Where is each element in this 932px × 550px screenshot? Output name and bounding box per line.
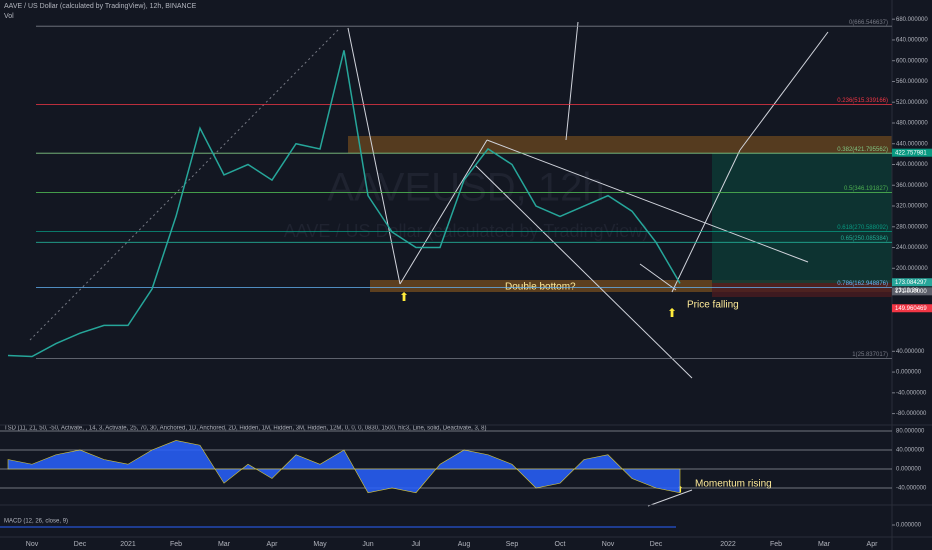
x-tick-label: Sep	[506, 541, 519, 548]
y-tick-label: 440.000000	[896, 141, 928, 147]
x-tick-label: Apr	[867, 541, 879, 548]
y-tick-label: 680.000000	[896, 17, 928, 23]
y-tick-label: 600.000000	[896, 58, 928, 64]
x-tick-label: Feb	[770, 541, 782, 548]
price-tag	[892, 278, 932, 287]
resistance-zone	[348, 136, 892, 153]
x-tick-label: Mar	[818, 541, 831, 548]
x-tick-label: Feb	[170, 541, 182, 548]
macd-title: MACD (12, 26, close, 9)	[4, 519, 68, 525]
price-line	[7, 50, 681, 358]
x-tick-label: Mar	[218, 541, 231, 548]
x-tick-label: Aug	[458, 541, 471, 548]
volume-label: Vol	[4, 13, 14, 20]
y-tick-label: 40.000000	[896, 349, 925, 355]
fib-label: 0.382(421.795562)	[837, 147, 888, 153]
watermark-name: AAVE / US Dollar (calculated by TradingV…	[284, 221, 649, 241]
chart-header: AAVE / US Dollar (calculated by TradingV…	[4, 3, 197, 10]
y-tick-label: 200.000000	[896, 266, 928, 272]
annotation: Price falling	[687, 300, 739, 311]
long-stop	[712, 283, 892, 297]
y-tick-label: 40.000000	[896, 448, 925, 454]
fib-label: 0.786(162.948876)	[837, 281, 888, 287]
dotted-trend	[29, 27, 341, 341]
x-tick-label: Nov	[602, 541, 615, 548]
x-tick-label: 2021	[120, 541, 136, 548]
price-tag	[892, 287, 932, 296]
fib-label: 1(25.837017)	[852, 352, 888, 358]
y-tick-label: 0.000000	[896, 467, 922, 473]
countdown: 23:12:36	[895, 288, 919, 294]
y-tick-label: 640.000000	[896, 38, 928, 44]
trend-lines	[347, 21, 829, 507]
price-tag-label: 171.000000	[895, 289, 927, 295]
price-tag	[892, 148, 932, 157]
fib-label: 0.618(270.588092)	[837, 225, 888, 231]
y-tick-label: 560.000000	[896, 79, 928, 85]
fib-label: 0.65(250.085384)	[841, 236, 888, 242]
y-tick-label: 480.000000	[896, 121, 928, 127]
x-tick-label: Dec	[74, 541, 87, 548]
price-tag-label: 173.084297	[895, 280, 927, 286]
y-tick-label: 80.000000	[896, 429, 925, 435]
fib-label: 0.236(515.339166)	[837, 98, 888, 104]
tsd-title: TSD (11, 21, 50, -50, Activate, , 14, 3,…	[4, 426, 487, 432]
x-tick-label: Oct	[555, 541, 566, 548]
y-tick-label: 0.000000	[896, 523, 922, 529]
price-tag	[892, 304, 932, 313]
y-tick-label: 400.000000	[896, 162, 928, 168]
x-tick-label: Nov	[26, 541, 39, 548]
y-tick-label: 280.000000	[896, 224, 928, 230]
arrow-up: ⬆	[667, 306, 677, 320]
x-tick-label: Dec	[650, 541, 663, 548]
y-tick-label: 0.000000	[896, 370, 922, 376]
fib-label: 0(666.546637)	[849, 20, 888, 26]
x-tick-label: Apr	[267, 541, 279, 548]
x-tick-label: Jul	[412, 541, 421, 548]
y-tick-label: -80.000000	[896, 411, 927, 417]
y-tick-label: 320.000000	[896, 204, 928, 210]
price-tag-label: 422.757981	[895, 150, 927, 156]
long-target	[712, 153, 892, 283]
x-tick-label: Jun	[362, 541, 373, 548]
x-tick-label: 2022	[720, 541, 736, 548]
y-tick-label: 240.000000	[896, 245, 928, 251]
watermark-symbol: AAVEUSD, 12h	[327, 166, 604, 210]
y-tick-label: 520.000000	[896, 100, 928, 106]
y-tick-label: 360.000000	[896, 183, 928, 189]
y-tick-label: -40.000000	[896, 390, 927, 396]
annotation: Momentum rising	[695, 479, 772, 490]
fib-label: 0.5(346.191827)	[844, 186, 888, 192]
x-tick-label: May	[313, 541, 327, 548]
y-tick-label: -40.000000	[896, 486, 927, 492]
price-tag-label: 149.960469	[895, 306, 927, 312]
arrow-up: ⬆	[399, 290, 409, 304]
tsd-area	[7, 440, 681, 494]
